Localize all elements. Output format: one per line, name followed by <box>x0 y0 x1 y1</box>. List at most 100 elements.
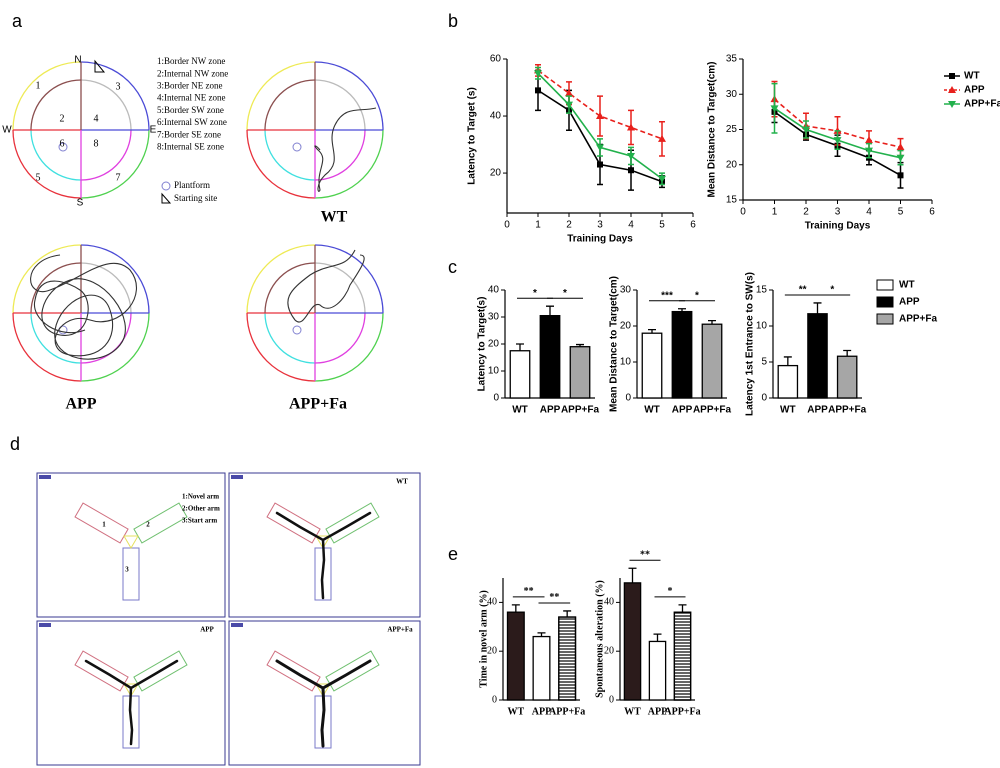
y-maze-tag <box>39 475 51 479</box>
marker <box>833 137 842 145</box>
panel-label: e <box>448 544 458 564</box>
marker <box>565 89 573 97</box>
error-bar <box>678 604 687 613</box>
zone-legend-item: 8:Internal SE zone <box>157 141 224 151</box>
marker <box>865 147 873 155</box>
water-maze-zones <box>12 61 384 382</box>
y-maze-frame <box>36 472 226 618</box>
arm-legend: 2:Other arm <box>182 505 220 513</box>
significance-label: *** <box>661 290 673 301</box>
zone-number: 3 <box>116 81 121 92</box>
y-tick-label: 20 <box>488 339 500 350</box>
chart: 20 40 60 Latency to Target (s) 0 1 2 3 4 5 6 Traini… <box>467 54 697 245</box>
zone-legend-item: 2:Internal NW zone <box>157 68 228 78</box>
y-tick-label: 20 <box>490 168 502 179</box>
marker <box>770 105 779 113</box>
zone-outline <box>246 129 316 199</box>
zone-outline <box>80 129 132 181</box>
x-tick-label: APP+Fa <box>828 405 867 416</box>
bar <box>701 323 723 399</box>
bar <box>777 364 799 399</box>
y-maze-tag <box>231 475 243 479</box>
bar <box>509 350 531 399</box>
y-maze-arms <box>74 502 380 749</box>
significance-label: * <box>563 288 567 299</box>
zone-legend-item: 7:Border SE zone <box>157 129 221 139</box>
x-axis-label: Training Days <box>567 234 633 245</box>
compass-label: N <box>74 55 81 66</box>
y-tick-label: 10 <box>756 321 768 332</box>
zone-outline <box>12 61 82 131</box>
legend-label: APP+Fa <box>899 314 938 325</box>
bar <box>623 582 642 701</box>
arm-number: 1 <box>102 521 106 529</box>
marker <box>596 144 604 152</box>
x-tick-label: 1 <box>772 207 778 218</box>
arm-center <box>123 535 139 549</box>
y-tick-label: 60 <box>490 54 502 65</box>
x-tick-label: 5 <box>898 207 904 218</box>
x-tick-label: WT <box>780 405 796 416</box>
zone-outline <box>264 312 316 364</box>
y-tick-label: 25 <box>726 124 738 135</box>
x-tick-label: 3 <box>597 220 603 231</box>
y-tick-label: 40 <box>604 597 614 608</box>
x-tick-label: 6 <box>929 207 935 218</box>
y-tick-label: 40 <box>487 597 497 608</box>
start-icon <box>94 59 106 73</box>
y-axis-label: Mean Distance to Target(cm) <box>609 276 620 412</box>
arm-center <box>315 683 331 697</box>
x-tick-label: APP <box>807 405 828 416</box>
platform <box>292 142 302 152</box>
y-axis-label: Latency to Target (s) <box>467 87 478 185</box>
legend-marker <box>948 86 956 93</box>
x-tick-label: APP+Fa <box>549 706 585 717</box>
zone-outline <box>246 61 316 131</box>
y-maze-tags <box>39 475 243 627</box>
zone-outline <box>314 312 366 364</box>
zone-number: 2 <box>60 113 65 124</box>
x-tick-label: APP <box>648 706 667 717</box>
y-tick-label: 15 <box>726 195 738 206</box>
arm <box>122 547 140 601</box>
marker <box>897 172 904 179</box>
x-tick-label: APP+Fa <box>664 706 700 717</box>
zone-outline <box>80 61 150 131</box>
marker <box>627 152 635 160</box>
swim-track <box>314 107 377 192</box>
zone-legend-item: 5:Border SW zone <box>157 105 224 115</box>
y-maze-tag <box>231 623 243 627</box>
x-tick-label: APP+Fa <box>693 405 732 416</box>
zone-legend-item: 6:Internal SW zone <box>157 117 227 127</box>
bar-hatch <box>558 616 577 701</box>
marker <box>658 175 666 183</box>
error-bar <box>843 349 852 357</box>
platform <box>58 142 68 152</box>
x-tick-label: WT <box>644 405 660 416</box>
group-label: APP+Fa <box>289 396 347 413</box>
significance-label: ** <box>640 550 650 561</box>
bar <box>648 640 667 701</box>
panel-label: d <box>10 434 20 454</box>
y-axis-label: Mean Distance to Target(cm) <box>707 62 718 198</box>
y-tick-label: 0 <box>761 393 767 404</box>
y-maze-frames <box>36 472 421 766</box>
panel-label: b <box>448 11 458 31</box>
x-tick-label: APP+Fa <box>561 405 600 416</box>
y-maze-tracks <box>84 511 372 748</box>
error-bar <box>653 633 662 642</box>
group-label: APP <box>65 396 96 413</box>
x-tick-label: 0 <box>504 220 510 231</box>
platform-icon <box>161 181 171 191</box>
zone-outline <box>80 262 132 314</box>
y-maze-track <box>275 511 372 600</box>
zone-numbers: 1 2 3 4 5 6 7 8 <box>36 80 121 183</box>
y-axis-label: Spontaneous alteration (%) <box>594 580 605 698</box>
y-maze-track <box>84 659 179 746</box>
arm-center <box>123 683 139 697</box>
arm-legend: 1:Novel arm <box>182 493 219 501</box>
zone-legend: 1:Border NW zone 2:Internal NW zone 3:Bord… <box>157 56 228 151</box>
platform-label: Plantform <box>174 180 210 190</box>
